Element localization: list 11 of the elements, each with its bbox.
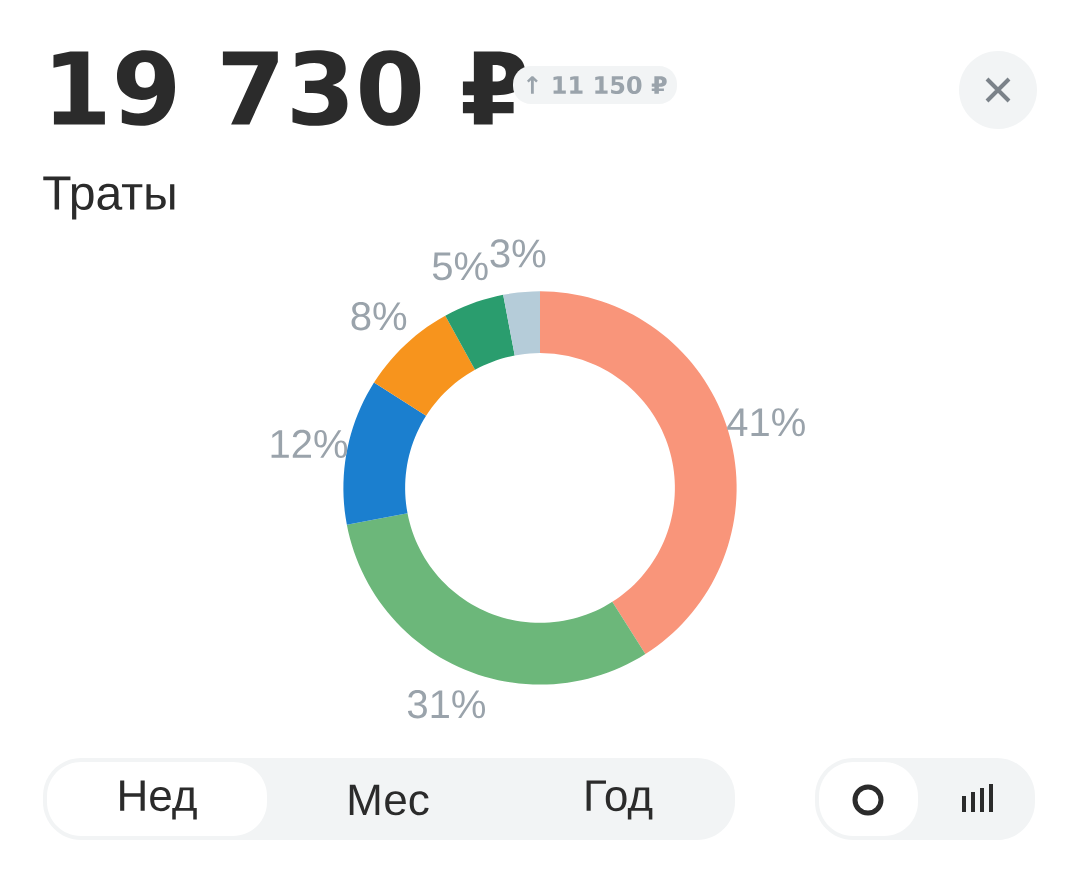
text: Мес (349, 784, 429, 816)
text: ↑ 11 150 ₽ (526, 75, 667, 95)
data-label: 12% (271, 429, 348, 458)
data-label: 31% (407, 690, 485, 719)
chart-subtitle: Траты (43, 176, 175, 220)
data-label: 41% (727, 408, 805, 437)
data-label: 8% (351, 302, 407, 331)
data-label: 5% (432, 252, 488, 281)
text: Год (586, 780, 653, 820)
data-label: 3% (490, 239, 546, 268)
text: Нед (120, 780, 197, 820)
